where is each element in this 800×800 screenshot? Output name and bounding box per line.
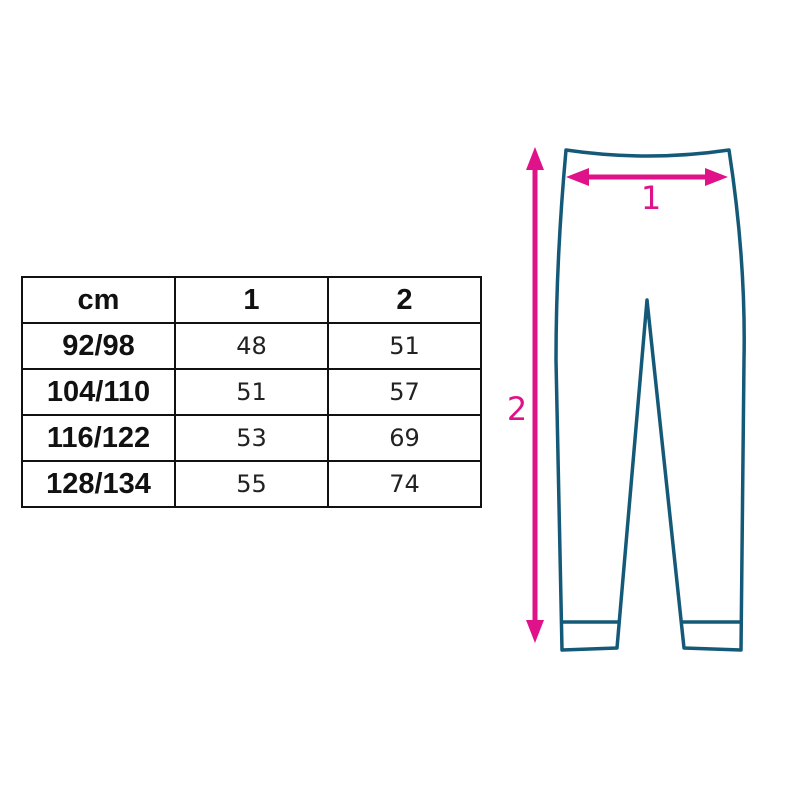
value-cell: 74 [327, 460, 482, 508]
size-cell: 104/110 [21, 368, 176, 416]
value-cell: 55 [174, 460, 329, 508]
table-row: 116/122 53 69 [21, 414, 482, 462]
size-cell: 116/122 [21, 414, 176, 462]
table-row: 92/98 48 51 [21, 322, 482, 370]
pants-body [554, 148, 746, 652]
value-cell: 57 [327, 368, 482, 416]
value-cell: 53 [174, 414, 329, 462]
header-2: 2 [327, 276, 482, 324]
header-cm: cm [21, 276, 176, 324]
table-row: 104/110 51 57 [21, 368, 482, 416]
length-arrow [526, 147, 544, 643]
waist-arrow [566, 168, 728, 186]
value-cell: 69 [327, 414, 482, 462]
pants-outline [554, 148, 746, 652]
size-cell: 92/98 [21, 322, 176, 370]
header-1: 1 [174, 276, 329, 324]
value-cell: 51 [174, 368, 329, 416]
table-header-row: cm 1 2 [21, 276, 482, 324]
size-cell: 128/134 [21, 460, 176, 508]
waist-label: 1 [641, 179, 661, 217]
length-label: 2 [507, 390, 527, 428]
size-table: cm 1 2 92/98 48 51 104/110 51 57 116/122… [21, 276, 482, 508]
table-row: 128/134 55 74 [21, 460, 482, 508]
value-cell: 51 [327, 322, 482, 370]
value-cell: 48 [174, 322, 329, 370]
